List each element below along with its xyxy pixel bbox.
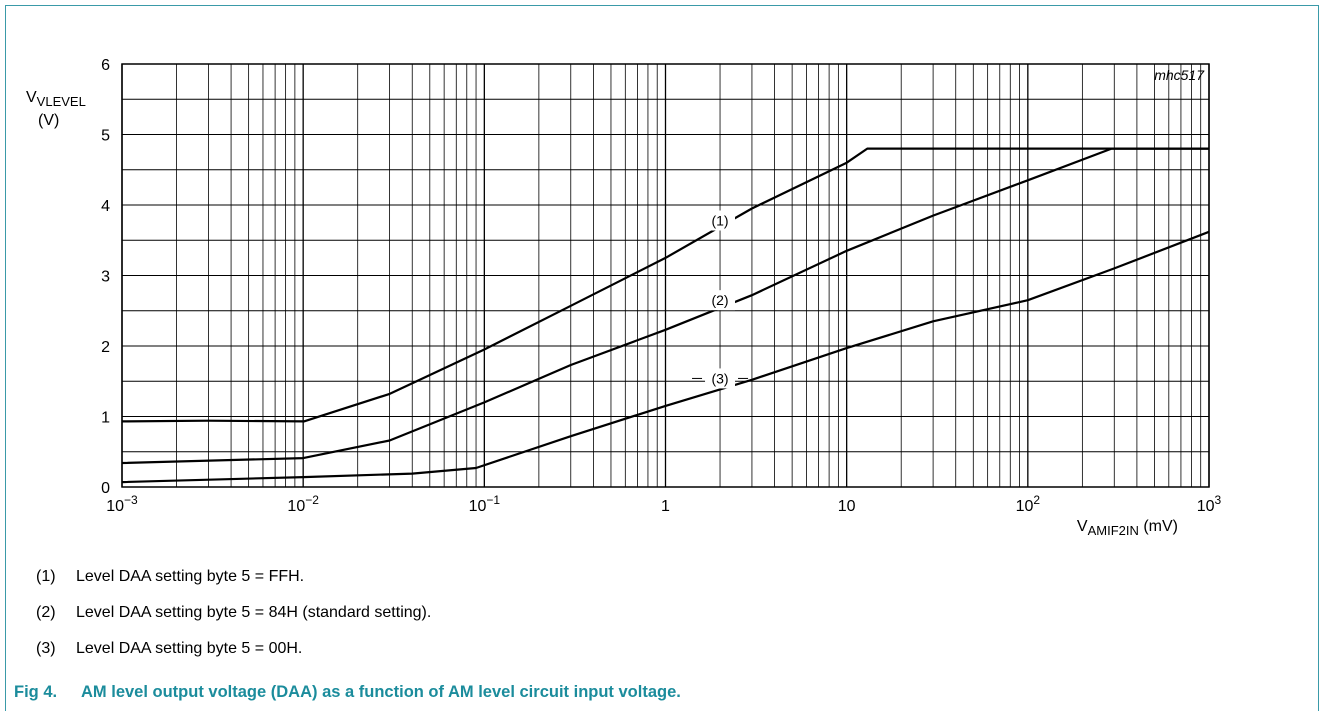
y-tick-label: 1 <box>101 410 110 427</box>
note-text: Level DAA setting byte 5 = 84H (standard… <box>76 604 432 621</box>
series-line-2 <box>121 147 1209 465</box>
svg-text:VAMIF2IN (mV): VAMIF2IN (mV) <box>1077 518 1178 538</box>
curve-label-bg <box>705 368 736 389</box>
x-tick-label: 102 <box>1016 493 1041 515</box>
series-line-1 <box>121 147 1209 423</box>
y-tick-label: 0 <box>101 480 110 497</box>
x-tick-label: 1 <box>661 498 670 515</box>
grid-major <box>121 63 1210 488</box>
plot-border <box>121 63 1210 488</box>
svg-text:(V): (V) <box>38 112 59 129</box>
x-axis-label: VAMIF2IN (mV) <box>1077 518 1178 538</box>
y-tick-label: 3 <box>101 269 110 286</box>
figure-frame <box>5 5 1319 711</box>
note-item: (2) Level DAA setting byte 5 = 84H (stand… <box>36 604 431 622</box>
y-tick-label: 5 <box>101 128 110 145</box>
note-number: (2) <box>36 604 56 621</box>
y-tick-label: 4 <box>101 198 110 215</box>
y-tick-label: 6 <box>101 57 110 74</box>
curve-labels: (1) (2) (3) <box>692 210 749 389</box>
note-number: (1) <box>36 568 56 585</box>
note-text: Level DAA setting byte 5 = 00H. <box>76 640 303 657</box>
x-tick-label: 10−1 <box>469 493 501 515</box>
curve-label-3: (3) <box>711 370 728 386</box>
note-text: Level DAA setting byte 5 = FFH. <box>76 568 305 585</box>
note-item: (3) Level DAA setting byte 5 = 00H. <box>36 640 302 658</box>
curve-label-2: (2) <box>711 292 728 308</box>
x-tick-label: 10 <box>838 498 856 515</box>
series-line-3 <box>121 230 1210 484</box>
note-item: (1) Level DAA setting byte 5 = FFH. <box>36 568 304 586</box>
curve-label-bg <box>705 290 736 311</box>
figure-number: Fig 4. <box>14 683 58 701</box>
curve-label-1: (1) <box>711 213 728 229</box>
y-axis-label: VVLEVEL (V) <box>26 89 86 129</box>
figure-caption: Fig 4. AM level output voltage (DAA) as a… <box>14 683 681 702</box>
caption-text: AM level output voltage (DAA) as a funct… <box>81 683 681 701</box>
x-tick-label: 10−3 <box>106 493 138 515</box>
curve-label-bg <box>705 210 736 231</box>
svg-text:VVLEVEL: VVLEVEL <box>26 89 86 109</box>
x-tick-label: 103 <box>1197 493 1222 515</box>
y-tick-label: 2 <box>101 339 110 356</box>
note-number: (3) <box>36 640 56 657</box>
tick-labels: 0 1 2 3 4 5 6 10−3 10−2 10−1 1 10 102 103 <box>101 57 1221 515</box>
figure-code: mhc517 <box>1154 67 1205 83</box>
x-tick-label: 10−2 <box>287 493 319 515</box>
series-group <box>121 147 1210 484</box>
chart: (1) (2) (3) 0 1 2 3 4 5 6 10−3 10−2 10−1 1 10 102 103 m… <box>26 57 1222 538</box>
